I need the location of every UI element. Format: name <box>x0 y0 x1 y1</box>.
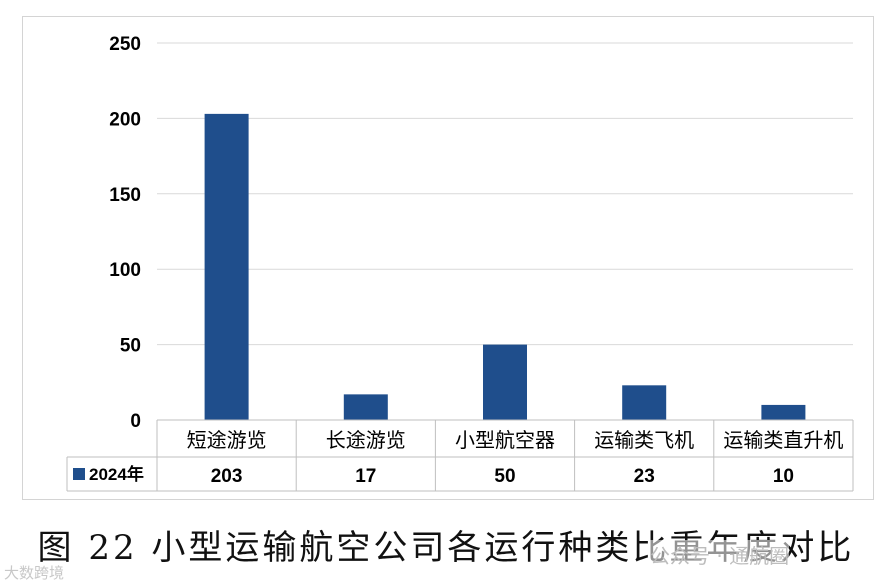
data-table-value: 17 <box>355 466 376 487</box>
category-label: 小型航空器 <box>455 428 555 452</box>
y-tick-label: 0 <box>130 411 141 432</box>
watermark-right: 公众号 · 通航圈 <box>650 540 790 569</box>
watermark-left: 大数跨境 <box>4 564 65 582</box>
y-tick-label: 200 <box>109 109 141 130</box>
data-table-value: 203 <box>211 466 243 487</box>
category-label: 运输类直升机 <box>723 428 843 452</box>
chart-frame: 0 50 100 150 200 250 短途游览 长途游览 小型航空器 运输类飞机 运输类直升机 2… <box>22 16 874 500</box>
y-tick-label: 100 <box>109 260 141 281</box>
data-table-value: 50 <box>494 466 515 487</box>
bar <box>204 113 249 420</box>
y-tick-label: 150 <box>109 185 141 206</box>
category-label: 短途游览 <box>187 428 267 452</box>
bar <box>483 344 527 420</box>
bar <box>622 385 667 420</box>
data-table-value: 23 <box>634 466 655 487</box>
category-label: 运输类飞机 <box>594 428 694 452</box>
legend-swatch <box>73 468 85 480</box>
y-tick-label: 250 <box>109 34 141 55</box>
bar <box>343 394 388 420</box>
category-label: 长途游览 <box>326 428 406 452</box>
y-tick-label: 50 <box>120 336 141 357</box>
bar-chart: 0 50 100 150 200 250 短途游览 长途游览 小型航空器 运输类飞机 运输类直升机 2… <box>66 34 854 492</box>
data-table-value: 10 <box>773 466 794 487</box>
legend-label: 2024年 <box>89 464 144 484</box>
bar <box>761 404 806 420</box>
